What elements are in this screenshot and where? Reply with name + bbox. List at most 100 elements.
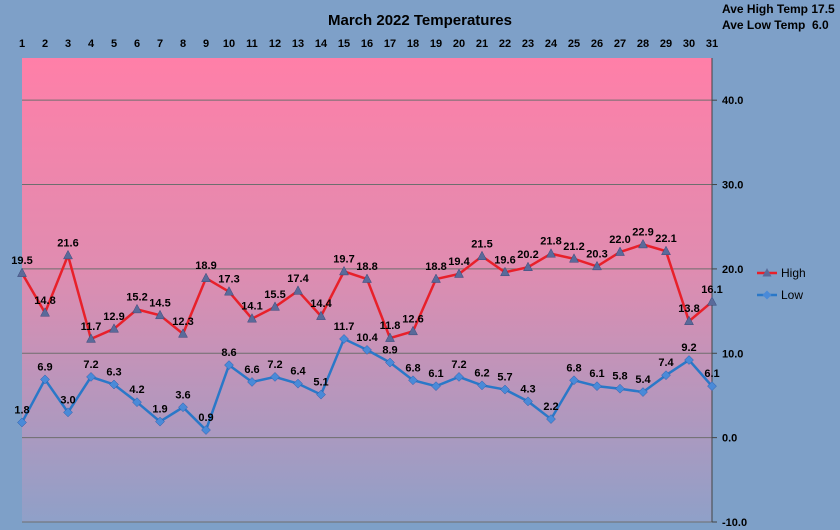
low-data-label: 0.9 <box>198 412 213 424</box>
low-point <box>385 357 395 368</box>
x-tick-label: 16 <box>361 38 373 50</box>
series-lines <box>17 238 717 435</box>
low-point <box>178 402 188 413</box>
low-point <box>477 380 487 391</box>
high-point <box>569 253 579 263</box>
low-point <box>638 387 648 397</box>
high-point <box>546 248 556 258</box>
x-tick-label: 8 <box>180 38 186 50</box>
high-data-label: 18.8 <box>425 261 446 273</box>
ave-low-note: Ave Low Temp 6.0 <box>722 18 829 32</box>
high-point <box>477 250 487 261</box>
x-tick-label: 6 <box>134 38 140 50</box>
y-tick-label: 20.0 <box>722 264 743 276</box>
x-tick-label: 29 <box>660 38 672 50</box>
high-point <box>615 246 625 256</box>
high-data-label: 21.2 <box>563 241 584 253</box>
high-point <box>109 323 119 333</box>
high-point <box>592 260 602 271</box>
high-data-label: 21.6 <box>57 237 78 249</box>
x-tick-label: 23 <box>522 38 534 50</box>
low-data-label: 4.2 <box>129 384 144 396</box>
high-point <box>661 245 671 255</box>
high-data-label: 22.0 <box>609 234 630 246</box>
x-tick-label: 19 <box>430 38 442 50</box>
low-point <box>454 372 464 382</box>
low-data-label: 5.8 <box>612 371 627 383</box>
low-point <box>293 378 303 389</box>
x-tick-label: 12 <box>269 38 281 50</box>
low-data-label: 1.8 <box>14 404 29 416</box>
legend-marker-low <box>762 290 772 300</box>
x-tick-label: 22 <box>499 38 511 50</box>
low-data-label: 7.2 <box>267 359 282 371</box>
low-point <box>132 397 142 408</box>
high-data-label: 11.8 <box>380 320 401 332</box>
y-tick-label: 0.0 <box>722 433 737 445</box>
high-data-label: 15.2 <box>126 291 147 303</box>
x-tick-label: 17 <box>384 38 396 50</box>
x-tick-label: 14 <box>315 38 328 50</box>
data-labels: 19.514.821.611.712.915.2 14.512.318.917.3… <box>11 226 722 424</box>
x-tick-label: 7 <box>157 38 163 50</box>
high-point <box>684 315 694 325</box>
high-point <box>63 249 73 260</box>
high-point <box>40 307 50 317</box>
high-point <box>270 301 280 311</box>
high-data-label: 16.1 <box>701 284 722 296</box>
high-data-label: 19.4 <box>448 256 470 268</box>
low-point <box>63 407 73 418</box>
ave-high-note: Ave High Temp 17.5 <box>722 2 835 16</box>
low-data-label: 8.6 <box>221 347 236 359</box>
low-data-label: 6.8 <box>405 362 420 374</box>
low-point <box>592 381 602 392</box>
low-point <box>707 381 717 392</box>
x-tick-label: 28 <box>637 38 649 50</box>
legend: High Low <box>757 266 806 302</box>
y-tick-label: 30.0 <box>722 180 743 192</box>
high-point <box>523 261 533 271</box>
low-point <box>86 372 96 382</box>
high-point <box>17 267 27 277</box>
high-data-label: 14.8 <box>34 295 55 307</box>
high-point <box>178 328 188 338</box>
low-point <box>523 396 533 407</box>
low-data-label: 7.2 <box>83 359 98 371</box>
x-tick-label: 2 <box>42 38 48 50</box>
low-data-label: 5.1 <box>313 377 328 389</box>
high-data-label: 11.7 <box>81 321 102 333</box>
x-tick-label: 20 <box>453 38 465 50</box>
high-point <box>224 286 234 296</box>
low-point <box>316 389 326 400</box>
low-point <box>684 355 694 365</box>
low-point <box>408 375 418 386</box>
high-data-label: 21.8 <box>540 236 561 248</box>
high-data-label: 17.3 <box>218 274 239 286</box>
low-point <box>224 360 234 370</box>
x-tick-label: 15 <box>338 38 350 50</box>
low-point <box>431 381 441 392</box>
x-tick-label: 18 <box>407 38 419 50</box>
high-point <box>86 333 96 343</box>
low-point <box>155 416 165 427</box>
x-tick-label: 24 <box>545 38 558 50</box>
low-data-label: 5.4 <box>635 374 651 386</box>
chart-title: March 2022 Temperatures <box>328 12 512 29</box>
low-data-label: 3.0 <box>60 394 75 406</box>
x-tick-label: 4 <box>88 38 95 50</box>
low-data-label: 2.2 <box>543 401 558 413</box>
high-point <box>339 265 349 276</box>
low-data-label: 6.1 <box>704 368 719 380</box>
x-tick-label: 9 <box>203 38 209 50</box>
high-point <box>385 332 395 342</box>
high-data-label: 13.8 <box>678 303 699 315</box>
low-data-label: 4.3 <box>520 383 535 395</box>
high-point <box>293 285 303 295</box>
high-point <box>201 272 211 282</box>
y-axis-ticks: -10.0 0.0 10.0 20.0 30.0 40.0 <box>711 58 747 529</box>
low-point <box>109 379 119 390</box>
low-data-label: 5.7 <box>497 372 512 384</box>
low-data-label: 8.9 <box>382 345 397 357</box>
low-point <box>569 375 579 386</box>
low-data-label: 6.4 <box>290 366 306 378</box>
